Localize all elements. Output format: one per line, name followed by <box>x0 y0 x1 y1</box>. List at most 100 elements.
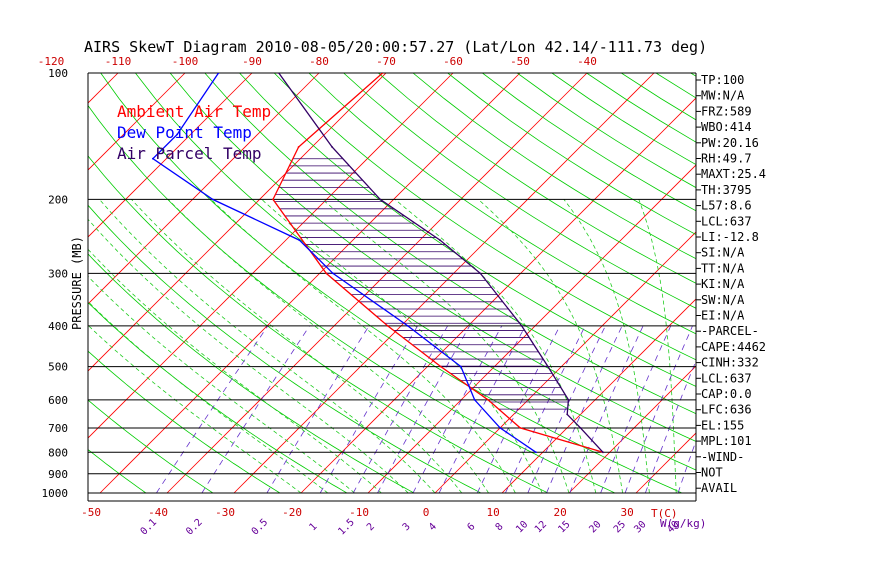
dry-adiabat-line <box>205 73 870 493</box>
series-point <box>487 399 489 401</box>
pressure-tick-label: 500 <box>48 361 68 374</box>
pressure-tick-label: 800 <box>48 446 68 459</box>
moist-adiabat-line <box>639 199 676 493</box>
moist-adiabat-line <box>0 199 301 493</box>
series-point <box>278 72 280 74</box>
top-temp-tick-label: -100 <box>172 55 199 68</box>
top-temp-tick-label: -110 <box>105 55 132 68</box>
stability-indices: TP:100MW:N/AFRZ:589WBO:414PW:20.16RH:49.… <box>696 73 766 495</box>
isotherm-line <box>301 73 721 493</box>
series-point <box>407 325 409 327</box>
bottom-temp-tick-label: -30 <box>215 506 235 519</box>
bottom-temp-tick-label: -50 <box>81 506 101 519</box>
index-entry: TP:100 <box>701 73 744 87</box>
pressure-tick-label: 600 <box>48 394 68 407</box>
dry-adiabat-line <box>482 73 870 493</box>
series-point <box>602 451 604 453</box>
index-entry: LFC:636 <box>701 403 752 417</box>
mixing-ratio-tick-label: 1.5 <box>336 517 357 538</box>
mixing-ratio-tick-label: 3 <box>401 521 413 533</box>
mixing-ratio-tick-label: 0.1 <box>139 517 160 538</box>
index-entry: TT:N/A <box>701 261 745 275</box>
moist-adiabat-line <box>211 199 515 493</box>
dry-adiabat-line <box>795 73 870 493</box>
index-entry: LCL:637 <box>701 371 752 385</box>
index-entry: EI:N/A <box>701 309 745 323</box>
isotherm-line <box>770 73 870 493</box>
mixing-ratio-tick-label: 8 <box>494 521 506 533</box>
mixing-ratio-tick-label: 15 <box>556 519 572 535</box>
dry-adiabat-line <box>344 73 870 493</box>
index-entry: SI:N/A <box>701 246 745 260</box>
dry-adiabat-line <box>413 73 870 493</box>
series-point <box>580 427 582 429</box>
legend-entry: Dew Point Temp <box>117 123 252 142</box>
top-temp-tick-label: -70 <box>376 55 396 68</box>
index-entry: WBO:414 <box>701 120 752 134</box>
pressure-tick-label: 700 <box>48 422 68 435</box>
dry-adiabat-line <box>830 73 870 493</box>
series-point <box>325 273 327 275</box>
mixing-ratio-line <box>625 326 692 493</box>
series-point <box>480 273 482 275</box>
index-entry: AVAIL <box>701 481 737 495</box>
mixing-ratio-tick-label: 20 <box>587 519 603 535</box>
mixing-ratio-line <box>378 326 470 493</box>
series-point <box>332 273 334 275</box>
mixing-ratio-line <box>202 326 310 493</box>
dry-adiabat-line <box>656 73 870 493</box>
pressure-tick-label: 400 <box>48 320 68 333</box>
top-temp-tick-label: -50 <box>510 55 530 68</box>
pressure-tick-label: 900 <box>48 468 68 481</box>
series-point <box>474 399 476 401</box>
index-entry: -WIND- <box>701 450 744 464</box>
series-point <box>298 239 300 241</box>
series-point <box>440 366 442 368</box>
index-entry: -PARCEL- <box>701 324 759 338</box>
legend-entry: Ambient Air Temp <box>117 102 271 121</box>
series-point <box>499 427 501 429</box>
index-entry: NOT <box>701 466 723 480</box>
dry-adiabat-line <box>760 73 870 493</box>
cape-hatching <box>275 159 569 409</box>
pressure-tick-label: 200 <box>48 193 68 206</box>
top-temp-tick-label: -120 <box>38 55 65 68</box>
dry-adiabat-line <box>864 73 870 493</box>
pressure-tick-label: 300 <box>48 267 68 280</box>
index-entry: CAPE:4462 <box>701 340 766 354</box>
chart-title: AIRS SkewT Diagram 2010-08-05/20:00:57.2… <box>84 38 707 56</box>
dry-adiabat-line <box>309 73 870 493</box>
series-point <box>387 325 389 327</box>
index-entry: EL:155 <box>701 418 744 432</box>
series-point <box>519 427 521 429</box>
mixing-ratio-line <box>601 326 671 493</box>
bottom-temp-tick-label: 20 <box>553 506 566 519</box>
series-point <box>521 325 523 327</box>
mixing-ratio-tick-label: 10 <box>514 519 530 535</box>
index-entry: CAP:0.0 <box>701 387 752 401</box>
series-point <box>331 146 333 148</box>
dry-adiabat-line <box>240 73 870 493</box>
bottom-temp-tick-label: 30 <box>620 506 633 519</box>
series-point <box>379 199 381 201</box>
mixing-ratio-tick-label: 12 <box>533 519 549 535</box>
series-point <box>439 239 441 241</box>
mixing-ratio-tick-label: 0.5 <box>250 517 271 538</box>
index-entry: LI:-12.8 <box>701 230 759 244</box>
series-point <box>382 72 384 74</box>
mixing-ratio-tick-label: 6 <box>465 521 477 533</box>
mixing-ratio-tick-label: 4 <box>427 521 439 533</box>
mixing-ratio-tick-label: 25 <box>612 519 628 535</box>
series-point <box>566 414 568 416</box>
mixing-ratio-line <box>413 326 502 493</box>
series-point <box>460 366 462 368</box>
index-entry: CINH:332 <box>701 356 759 370</box>
top-temp-tick-label: -80 <box>309 55 329 68</box>
pressure-tick-label: 100 <box>48 67 68 80</box>
index-entry: SW:N/A <box>701 293 745 307</box>
series-point <box>272 199 274 201</box>
index-entry: KI:N/A <box>701 277 745 291</box>
